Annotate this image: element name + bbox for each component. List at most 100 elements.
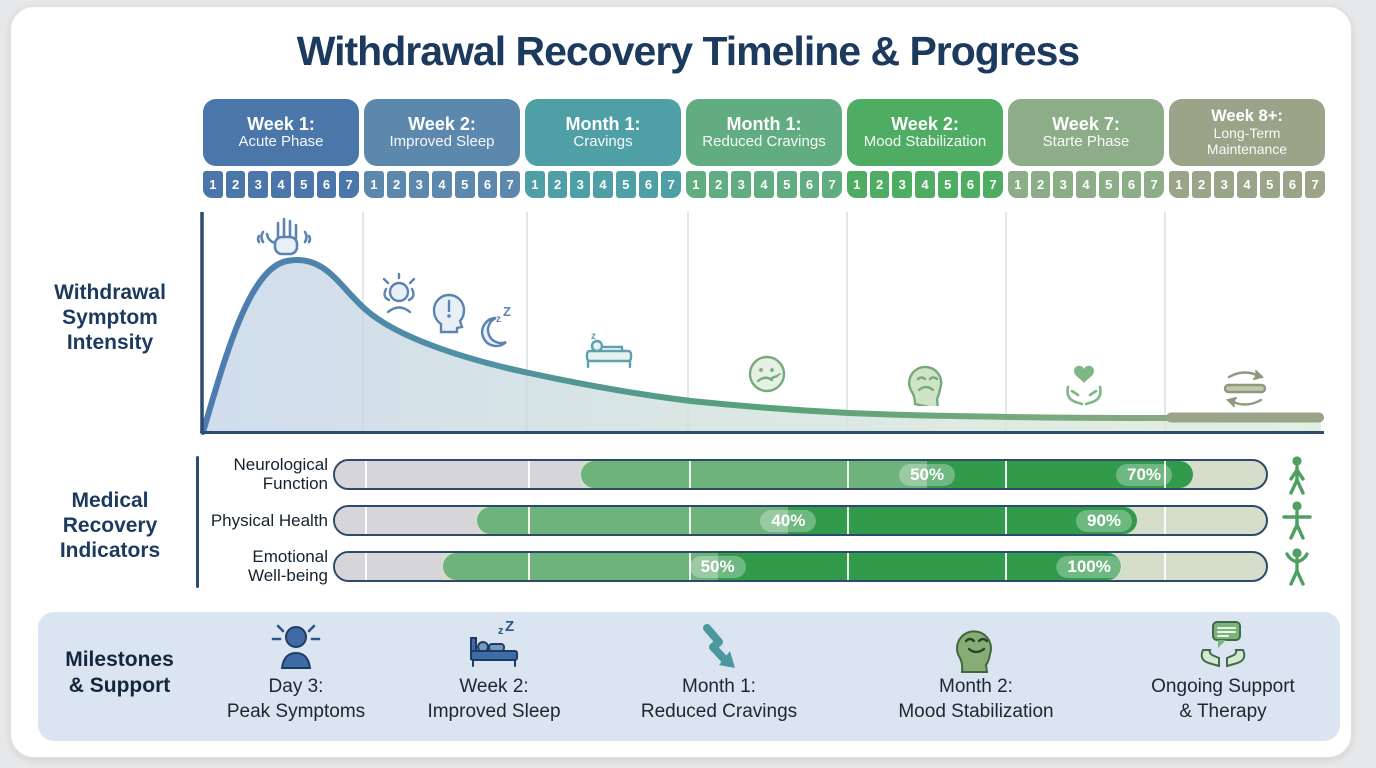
day-cell: 5 [615, 171, 636, 198]
phase-week-label: Month 1: [565, 113, 641, 134]
medical-section-rule [196, 456, 199, 588]
day-cell: 3 [409, 171, 430, 198]
day-cell: 3 [1214, 171, 1235, 198]
day-cell: 3 [570, 171, 591, 198]
day-cell: 6 [316, 171, 337, 198]
heart-hands-icon [1066, 365, 1102, 406]
phase-header: Week 2: Mood Stabilization [847, 99, 1003, 166]
phase-divider [1163, 553, 1166, 580]
bar-name-neurological: Neurological Function [233, 455, 329, 493]
day-cell: 7 [500, 171, 521, 198]
day-cell: 1 [525, 171, 545, 198]
day-cell: 6 [1121, 171, 1142, 198]
phase-week-label: Week 2: [408, 113, 476, 134]
day-cell: 1 [847, 171, 867, 198]
bar-progress-dark-segment [788, 507, 1137, 534]
phase-header: Week 2: Improved Sleep [364, 99, 520, 166]
phase-divider [364, 461, 367, 488]
progress-label: 50% [899, 463, 956, 486]
day-cell: 5 [454, 171, 475, 198]
bar-name-emotional: Emotional Well-being [247, 547, 328, 585]
bar-baseline-segment [335, 553, 443, 580]
day-cell: 7 [822, 171, 843, 198]
support-hands-icon [1200, 621, 1246, 668]
bar-progress-dark-segment [927, 461, 1194, 488]
day-cell: 5 [937, 171, 958, 198]
craving-face-icon [748, 355, 786, 393]
day-cell: 3 [731, 171, 752, 198]
phase-divider [847, 553, 850, 580]
day-cell: 3 [1053, 171, 1074, 198]
day-cell: 5 [1259, 171, 1280, 198]
phase-divider [527, 507, 530, 534]
phase-divider [1163, 461, 1166, 488]
day-cell: 4 [271, 171, 291, 198]
milestone-peak-symptoms: Day 3: Peak Symptoms [176, 616, 416, 724]
progress-label: 100% [1056, 555, 1122, 578]
phase-divider [1005, 507, 1008, 534]
milestones-label: Milestones & Support [65, 648, 174, 698]
day-cell: 2 [708, 171, 729, 198]
bar-name-physical: Physical Health [210, 511, 328, 530]
phase-header: Month 1: Cravings [525, 99, 681, 166]
day-cell: 2 [225, 171, 246, 198]
day-cell: 5 [293, 171, 314, 198]
svg-text:z: z [496, 314, 501, 325]
decline-arrow-icon [703, 624, 735, 668]
curve-line [200, 257, 1324, 435]
day-cell: 5 [776, 171, 797, 198]
phase-header: Week 1: Acute Phase [203, 99, 359, 166]
phase-week-label: Week 1: [247, 113, 315, 134]
alert-head-icon [432, 293, 466, 334]
progress-bar-physical: 40% 90% [333, 505, 1268, 536]
phase-header: Month 1: Reduced Cravings [686, 99, 842, 166]
symptom-intensity-label: Withdrawal Symptom Intensity [54, 281, 166, 355]
day-cell: 4 [1237, 171, 1257, 198]
phase-header: Week 8+: Long-Term Maintenance [1169, 99, 1325, 166]
page-title: Withdrawal Recovery Timeline & Progress [296, 28, 1080, 74]
milestones-panel [38, 612, 1340, 741]
day-cell: 4 [432, 171, 452, 198]
day-cell: 6 [1282, 171, 1303, 198]
phase-week-label: Week 8+: [1211, 107, 1283, 126]
day-cell: 7 [339, 171, 360, 198]
day-cell: 1 [1169, 171, 1189, 198]
phase-sublabel: Improved Sleep [389, 133, 495, 151]
day-cell: 7 [983, 171, 1004, 198]
progress-label: 40% [760, 509, 817, 532]
milestone-reduced-cravings: Month 1: Reduced Cravings [599, 616, 839, 724]
day-cell: 6 [960, 171, 981, 198]
phase-divider [688, 553, 691, 580]
person-arms-up-icon [1285, 548, 1309, 586]
rest-bed-icon: z [585, 331, 633, 369]
bar-progress-segment [477, 507, 789, 534]
anxiety-head-icon [382, 272, 416, 314]
stressed-person-icon [271, 624, 321, 669]
day-cell: 6 [799, 171, 820, 198]
day-cell: 2 [1030, 171, 1051, 198]
progress-label: 90% [1075, 509, 1133, 532]
day-cell: 6 [477, 171, 498, 198]
day-cell: 4 [593, 171, 613, 198]
phase-divider [1163, 507, 1166, 534]
svg-text:z: z [498, 625, 504, 637]
calm-head-icon [955, 630, 992, 673]
svg-text:z: z [591, 331, 596, 342]
phase-divider [688, 461, 691, 488]
progress-bar-emotional: 50% 100% [333, 551, 1268, 582]
day-cell: 1 [364, 171, 384, 198]
day-cell: 7 [1144, 171, 1165, 198]
bar-progress-segment [580, 461, 928, 488]
milestone-ongoing-support: Ongoing Support & Therapy [1103, 616, 1343, 724]
phase-divider [527, 553, 530, 580]
day-cell: 7 [1305, 171, 1326, 198]
day-cell: 3 [892, 171, 913, 198]
day-cell: 2 [547, 171, 568, 198]
